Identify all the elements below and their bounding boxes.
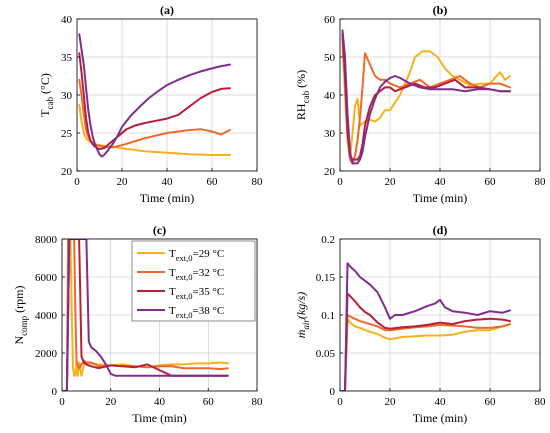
series-line-s38 <box>63 239 229 391</box>
y-tick-label: 25 <box>61 128 73 140</box>
chart-title: (b) <box>433 3 448 17</box>
y-tick-label: 60 <box>324 14 336 26</box>
series-line-s35 <box>341 292 511 391</box>
y-axis-label: RHcab (%) <box>294 70 311 120</box>
legend-entry-value: =32 °C <box>193 267 225 279</box>
y-axis-label-sub: air <box>301 319 311 330</box>
legend-entry-sub: ext,0 <box>176 291 193 301</box>
series-line-s32 <box>63 239 229 391</box>
y-axis-label: ṁair(kg/s) <box>294 292 311 339</box>
x-tick-label: 80 <box>252 396 264 408</box>
y-axis-label-main: RH <box>294 103 308 120</box>
y-tick-label: 0.1 <box>321 310 335 322</box>
x-axis-label: Time (min) <box>140 191 195 205</box>
y-tick-label: 0 <box>52 386 58 398</box>
legend-entry-sub: ext,0 <box>176 310 193 320</box>
legend-entry-main: T <box>169 305 176 317</box>
y-axis-label-unit: (kg/s) <box>294 292 308 319</box>
legend-entry-sub: ext,0 <box>176 253 193 263</box>
x-tick-label: 60 <box>207 176 219 188</box>
chart-title: (d) <box>433 223 448 237</box>
y-axis-label-main: ṁ <box>294 329 308 338</box>
legend-box <box>131 240 256 322</box>
legend-entry-sub: ext,0 <box>176 272 193 282</box>
x-tick-label: 40 <box>162 176 174 188</box>
series-line-s38 <box>341 29 511 165</box>
legend-entry: Text,0=29 °C <box>169 248 224 263</box>
x-tick-label: 0 <box>337 176 343 188</box>
legend-entry-value: =38 °C <box>193 305 225 317</box>
chart-c: 0 20 40 60 80 0 2000 4000 6000 8000 (c) Time (min) N… <box>12 223 263 425</box>
legend-entry: Text,0=38 °C <box>169 305 224 320</box>
x-tick-label: 0 <box>74 176 80 188</box>
legend-entry: Text,0=32 °C <box>169 267 224 282</box>
series-line-s32 <box>78 78 231 149</box>
series-line-s32 <box>341 314 511 391</box>
series-line-s38 <box>78 33 231 158</box>
legend-entry-main: T <box>169 248 176 260</box>
y-tick-label: 40 <box>61 14 73 26</box>
chart-title: (c) <box>153 223 166 237</box>
y-tick-label: 6000 <box>35 272 58 284</box>
series-line-s38 <box>341 262 511 391</box>
y-tick-label: 20 <box>324 166 336 178</box>
legend-entry-main: T <box>169 267 176 279</box>
x-tick-label: 20 <box>385 176 397 188</box>
y-tick-label: 4000 <box>35 310 58 322</box>
y-axis-label-unit: (°C) <box>38 73 52 97</box>
x-tick-label: 20 <box>105 396 117 408</box>
x-axis-label: Time (min) <box>413 191 468 205</box>
x-tick-label: 20 <box>385 396 397 408</box>
x-tick-label: 60 <box>485 396 497 408</box>
x-tick-label: 40 <box>435 396 447 408</box>
y-axis-label: Ncomp (rpm) <box>12 286 29 345</box>
legend-entry-main: T <box>169 286 176 298</box>
chart-d: 0 20 40 60 80 0 0.05 0.1 0.15 0.2 (d) Time (min) ṁai… <box>294 223 546 425</box>
x-axis-label: Time (min) <box>132 411 187 425</box>
y-tick-label: 0.15 <box>316 272 336 284</box>
series-line-s29 <box>341 317 511 391</box>
chart-title: (a) <box>160 3 174 17</box>
legend-entry: Text,0=35 °C <box>169 286 224 301</box>
y-axis-label-sub: cab <box>301 90 311 103</box>
x-tick-label: 60 <box>203 396 215 408</box>
y-axis-label-main: N <box>12 336 26 345</box>
y-tick-label: 35 <box>61 52 73 64</box>
y-axis-label-sub: comp <box>19 315 29 335</box>
x-axis-label: Time (min) <box>413 411 468 425</box>
x-tick-label: 80 <box>252 176 264 188</box>
y-tick-label: 20 <box>61 166 73 178</box>
y-tick-label: 40 <box>324 90 336 102</box>
x-tick-label: 60 <box>485 176 497 188</box>
legend-entry-value: =29 °C <box>193 248 225 260</box>
y-axis-label-unit: (rpm) <box>12 286 26 316</box>
y-axis-label-unit: (%) <box>294 70 308 91</box>
x-tick-label: 0 <box>337 396 343 408</box>
x-tick-label: 80 <box>535 176 547 188</box>
y-tick-label: 0.05 <box>316 348 336 360</box>
y-tick-label: 50 <box>324 52 336 64</box>
y-tick-label: 2000 <box>35 348 58 360</box>
y-tick-label: 0.2 <box>321 234 335 246</box>
y-tick-label: 30 <box>61 90 73 102</box>
y-axis-label: Tcab (°C) <box>38 73 55 117</box>
x-tick-label: 0 <box>59 396 65 408</box>
y-tick-label: 8000 <box>35 234 58 246</box>
y-tick-label: 0 <box>330 386 336 398</box>
series-line-s35 <box>78 52 231 150</box>
series-line-s35 <box>341 33 511 161</box>
x-tick-label: 40 <box>435 176 447 188</box>
y-axis-label-sub: cab <box>45 96 55 109</box>
y-tick-label: 30 <box>324 128 336 140</box>
x-tick-label: 20 <box>117 176 129 188</box>
x-tick-label: 40 <box>154 396 166 408</box>
series-line-s32 <box>341 37 511 165</box>
x-tick-label: 80 <box>535 396 547 408</box>
y-axis-label-main: T <box>38 109 52 117</box>
legend-entry-value: =35 °C <box>193 286 225 298</box>
